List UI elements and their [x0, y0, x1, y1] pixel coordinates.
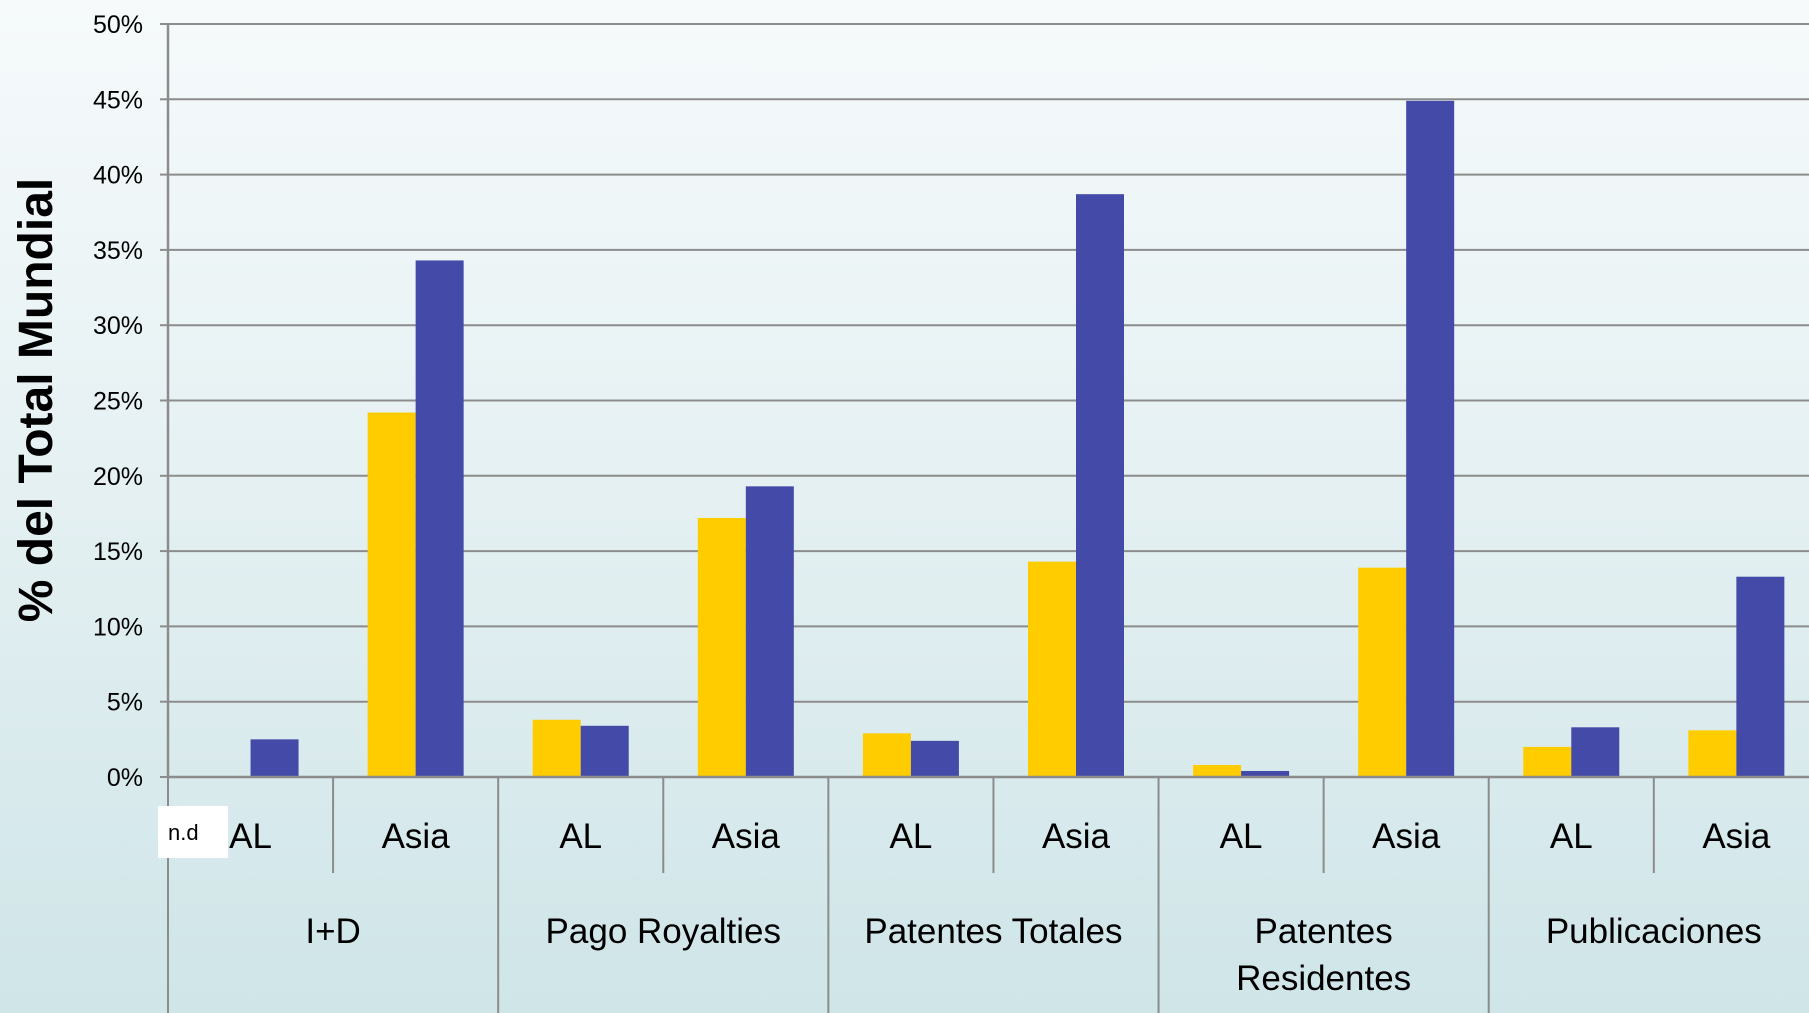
group-label: Patentes Totales — [864, 912, 1122, 951]
y-tick-label: 20% — [93, 463, 143, 491]
y-tick-label: 5% — [107, 689, 143, 717]
bars — [250, 100, 1785, 778]
bar-series-1 — [1688, 730, 1737, 777]
bar-series-1 — [1358, 567, 1407, 777]
bar-series-2 — [1406, 100, 1455, 777]
group-label: I+D — [305, 912, 360, 951]
y-tick-label: 25% — [93, 388, 143, 416]
axis-labels: 0% 5% 10% 15% 20% 25% 30% 35% 40% 45% 50% AL n.d Asia… — [93, 11, 1771, 998]
y-tick-label: 45% — [93, 86, 143, 114]
group-label: Pago Royalties — [546, 912, 781, 951]
category-label: Asia — [1042, 817, 1111, 856]
note-box — [158, 806, 228, 858]
bar-series-2 — [580, 725, 629, 777]
bar-series-2 — [1075, 194, 1124, 778]
group-label: Patentes — [1255, 912, 1393, 951]
bar-series-1 — [697, 517, 746, 777]
y-tick-label: 30% — [93, 312, 143, 340]
bar-series-2 — [250, 739, 299, 777]
bar-series-2 — [1736, 576, 1785, 777]
category-label: AL — [229, 817, 272, 856]
axes — [160, 23, 1809, 1013]
y-tick-label: 15% — [93, 538, 143, 566]
y-tick-label: 35% — [93, 237, 143, 265]
category-label: Asia — [1702, 817, 1771, 856]
category-label: Asia — [382, 817, 451, 856]
bar-series-2 — [745, 486, 794, 777]
y-tick-label: 40% — [93, 162, 143, 190]
y-tick-label: 10% — [93, 613, 143, 641]
bar-series-1 — [1523, 746, 1572, 777]
y-tick-label: 50% — [93, 11, 143, 39]
category-label: AL — [559, 817, 602, 856]
category-label: Asia — [1372, 817, 1441, 856]
y-axis-label: % del Total Mundial — [10, 178, 63, 622]
bar-series-1 — [862, 733, 911, 777]
bar-series-1 — [1027, 561, 1076, 777]
category-label: AL — [1550, 817, 1593, 856]
bar-series-2 — [910, 740, 959, 777]
group-label: Residentes — [1236, 959, 1411, 998]
bar-series-1 — [367, 412, 416, 777]
y-tick-label: 0% — [107, 764, 143, 792]
category-label: AL — [1220, 817, 1263, 856]
category-label: Asia — [712, 817, 781, 856]
bar-series-2 — [415, 260, 464, 777]
bar-series-1 — [532, 719, 581, 777]
bar-series-1 — [1193, 764, 1242, 777]
category-label: AL — [890, 817, 933, 856]
note-label: n.d — [168, 820, 199, 845]
bar-series-2 — [1571, 727, 1620, 777]
group-label: Publicaciones — [1546, 912, 1762, 951]
bar-series-2 — [1241, 770, 1290, 777]
